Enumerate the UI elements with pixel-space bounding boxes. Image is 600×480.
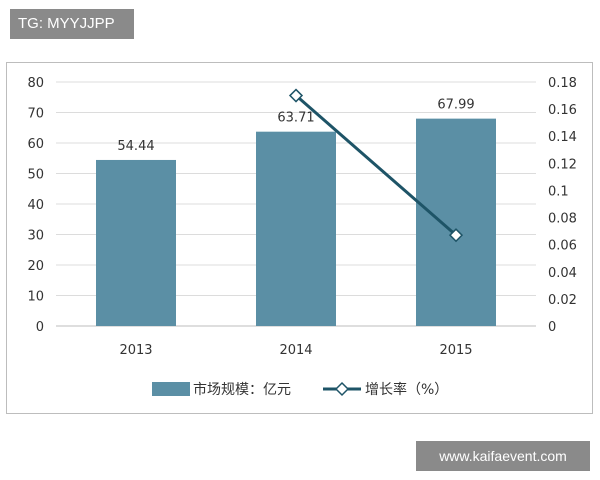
x-category-label: 2013 (119, 343, 152, 358)
y-right-tick-label: 0.08 (548, 212, 577, 227)
tg-badge: TG: MYYJJPP (10, 9, 134, 39)
y-right-tick-label: 0 (548, 320, 556, 335)
y-left-tick-label: 40 (27, 198, 44, 213)
y-right-tick-label: 0.06 (548, 239, 577, 254)
legend-bar-label: 市场规模：亿元 (193, 381, 291, 398)
legend-bar-swatch (152, 382, 190, 396)
x-category-label: 2014 (279, 343, 312, 358)
y-right-tick-label: 0.12 (548, 157, 577, 172)
y-right-tick-label: 0.1 (548, 184, 569, 199)
watermark: www.kaifaevent.com (416, 441, 590, 471)
bar-layer (96, 118, 496, 327)
y-left-tick-label: 70 (27, 107, 44, 122)
y-right-tick-label: 0.02 (548, 293, 577, 308)
bar (256, 131, 336, 326)
bar (96, 159, 176, 326)
y-left-tick-label: 50 (27, 168, 44, 183)
y-left-tick-label: 10 (27, 290, 44, 305)
growth-line (295, 94, 457, 237)
legend-line-marker (334, 381, 350, 397)
y-left-tick-label: 60 (27, 137, 44, 152)
legend-layer: 市场规模：亿元 增长率（%） (152, 381, 448, 398)
y-left-tick-label: 20 (27, 259, 44, 274)
legend-line-label: 增长率（%） (365, 381, 448, 398)
label-layer: 0 10 20 30 40 50 60 70 80 0 0.02 0.04 0.06 0.08 0.1 0.1… (27, 76, 577, 358)
x-category-label: 2015 (439, 343, 472, 358)
y-right-tick-label: 0.04 (548, 266, 577, 281)
growth-marker (448, 228, 464, 243)
y-left-tick-label: 80 (27, 76, 44, 91)
bar (416, 118, 496, 327)
chart-svg: 0 10 20 30 40 50 60 70 80 0 0.02 0.04 0.06 0.08 0.1 0.1… (27, 76, 577, 398)
line-layer (288, 88, 464, 243)
y-right-tick-label: 0.18 (548, 76, 577, 91)
y-left-tick-label: 30 (27, 229, 44, 244)
bar-data-label: 54.44 (117, 139, 154, 154)
chart-frame: 0 10 20 30 40 50 60 70 80 0 0.02 0.04 0.06 0.08 0.1 0.1… (6, 62, 593, 414)
y-right-tick-label: 0.16 (548, 103, 577, 118)
growth-marker (288, 88, 304, 103)
y-right-tick-label: 0.14 (548, 130, 577, 145)
bar-data-label: 63.71 (277, 111, 314, 126)
y-left-tick-label: 0 (36, 320, 44, 335)
bar-data-label: 67.99 (437, 98, 474, 113)
